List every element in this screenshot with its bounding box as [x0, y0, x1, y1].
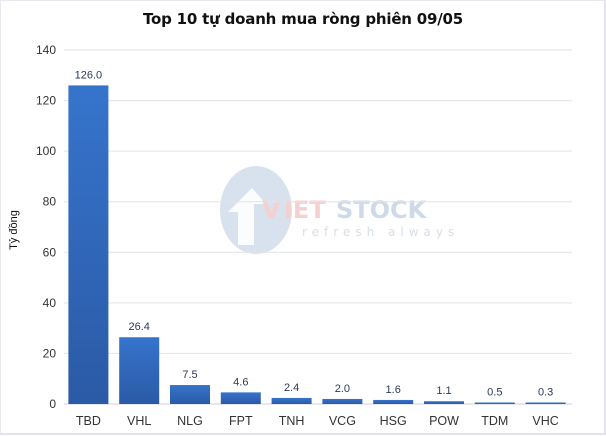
value-label: 2.4 — [284, 382, 299, 394]
watermark-tagline: refresh always — [302, 225, 459, 239]
y-tick-label: 0 — [49, 397, 56, 411]
y-tick-label: 100 — [36, 144, 56, 158]
x-category-label: VCG — [329, 414, 356, 428]
bar-vhl — [119, 337, 160, 404]
bar-hsg — [373, 399, 414, 404]
y-tick-label: 80 — [43, 195, 57, 209]
bar-tnh — [271, 397, 312, 404]
bar-fpt — [220, 392, 261, 404]
x-category-label: TDM — [481, 414, 508, 428]
y-tick-label: 20 — [43, 346, 57, 360]
bars: 126.0 26.4 7.5 4.6 2.4 2.0 1.6 1.1 0.5 0.3 — [68, 69, 566, 405]
y-axis-ticks: 0 20 40 60 80 100 120 140 — [36, 43, 56, 411]
x-category-label: HSG — [380, 414, 407, 428]
watermark-brand-v: V — [262, 196, 281, 224]
value-label: 126.0 — [75, 69, 103, 81]
watermark-brand-stock: STOCK — [336, 196, 428, 224]
watermark-globe-icon — [220, 166, 292, 254]
vietstock-watermark: V IET STOCK refresh always — [220, 166, 459, 254]
value-label: 4.6 — [233, 376, 248, 388]
value-label: 1.6 — [386, 384, 401, 396]
bar-nlg — [170, 385, 210, 404]
value-label: 7.5 — [182, 369, 197, 381]
value-label: 26.4 — [128, 321, 149, 333]
x-category-label: TNH — [279, 414, 305, 428]
y-tick-label: 60 — [43, 245, 57, 259]
bar-tdm — [474, 402, 515, 404]
y-tick-label: 40 — [43, 296, 57, 310]
y-tick-label: 120 — [36, 94, 56, 108]
x-category-label: POW — [429, 414, 459, 428]
value-label: 0.5 — [487, 387, 502, 399]
bar-vcg — [322, 398, 363, 404]
value-label: 2.0 — [335, 383, 350, 395]
value-label: 0.3 — [538, 387, 553, 399]
value-label: 1.1 — [436, 385, 451, 397]
bar-vhc — [525, 402, 566, 404]
bar-pow — [424, 401, 464, 404]
x-category-label: NLG — [177, 414, 203, 428]
x-category-label: VHC — [532, 414, 558, 428]
x-category-label: TBD — [76, 414, 101, 428]
y-tick-label: 140 — [36, 43, 56, 57]
x-category-label: FPT — [229, 414, 253, 428]
x-category-label: VHL — [127, 414, 151, 428]
chart-title: Top 10 tự doanh mua ròng phiên 09/05 — [142, 10, 464, 28]
x-axis-categories: TBD VHL NLG FPT TNH VCG HSG POW TDM VHC — [76, 414, 559, 428]
bar-tbd — [68, 85, 109, 405]
watermark-brand-mid: IET — [284, 196, 326, 224]
watermark-arrow-icon — [228, 188, 266, 245]
